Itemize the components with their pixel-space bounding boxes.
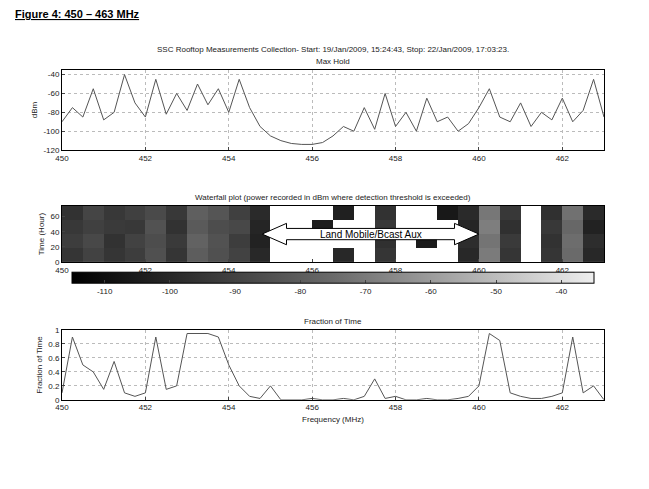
- svg-text:460: 460: [472, 403, 486, 412]
- svg-text:40: 40: [50, 228, 59, 237]
- svg-text:456: 456: [305, 403, 319, 412]
- svg-text:454: 454: [222, 403, 236, 412]
- svg-text:458: 458: [389, 403, 403, 412]
- svg-text:-70: -70: [360, 287, 372, 296]
- svg-text:-120: -120: [43, 146, 60, 155]
- svg-text:450: 450: [55, 403, 69, 412]
- svg-text:462: 462: [556, 154, 570, 163]
- svg-text:Land Mobile/Bcast Aux: Land Mobile/Bcast Aux: [320, 229, 422, 240]
- svg-text:462: 462: [556, 403, 570, 412]
- svg-text:-110: -110: [97, 287, 113, 296]
- svg-text:-80: -80: [295, 287, 307, 296]
- svg-text:60: 60: [50, 212, 59, 221]
- svg-text:dBm: dBm: [30, 101, 39, 118]
- svg-text:0: 0: [55, 258, 60, 267]
- svg-text:454: 454: [222, 266, 236, 275]
- svg-text:0.2: 0.2: [48, 382, 60, 391]
- svg-text:452: 452: [139, 266, 153, 275]
- svg-text:20: 20: [50, 243, 59, 252]
- svg-text:Time (Hour): Time (Hour): [37, 213, 46, 256]
- svg-text:456: 456: [305, 266, 319, 275]
- svg-text:456: 456: [305, 154, 319, 163]
- svg-text:0.8: 0.8: [48, 340, 60, 349]
- svg-text:Fraction of Time: Fraction of Time: [35, 336, 44, 394]
- svg-text:-100: -100: [162, 287, 179, 296]
- svg-text:450: 450: [55, 266, 69, 275]
- svg-text:-80: -80: [48, 108, 60, 117]
- svg-text:SSC Rooftop Measurements Colle: SSC Rooftop Measurements Collection- Sta…: [157, 45, 509, 54]
- svg-text:-100: -100: [43, 127, 60, 136]
- svg-text:Waterfall plot (power recorded: Waterfall plot (power recorded in dBm wh…: [195, 193, 471, 202]
- svg-text:0.6: 0.6: [48, 354, 60, 363]
- svg-text:1: 1: [55, 326, 60, 335]
- svg-text:-40: -40: [48, 70, 60, 79]
- svg-text:Frequency (MHz): Frequency (MHz): [302, 415, 364, 424]
- svg-text:0.4: 0.4: [48, 368, 60, 377]
- svg-text:458: 458: [389, 266, 403, 275]
- svg-text:Max Hold: Max Hold: [316, 57, 350, 66]
- svg-text:-50: -50: [490, 287, 502, 296]
- svg-text:-90: -90: [229, 287, 241, 296]
- svg-text:462: 462: [556, 266, 570, 275]
- svg-text:458: 458: [389, 154, 403, 163]
- svg-text:460: 460: [472, 154, 486, 163]
- svg-text:Figure 4: 450 – 463 MHz: Figure 4: 450 – 463 MHz: [15, 8, 140, 20]
- svg-text:460: 460: [472, 266, 486, 275]
- svg-text:-60: -60: [48, 89, 60, 98]
- svg-text:-40: -40: [556, 287, 568, 296]
- svg-text:0: 0: [55, 396, 60, 405]
- svg-text:452: 452: [139, 403, 153, 412]
- svg-text:452: 452: [139, 154, 153, 163]
- svg-text:Fraction of Time: Fraction of Time: [304, 317, 362, 326]
- svg-text:454: 454: [222, 154, 236, 163]
- svg-text:-60: -60: [425, 287, 437, 296]
- svg-text:450: 450: [55, 154, 69, 163]
